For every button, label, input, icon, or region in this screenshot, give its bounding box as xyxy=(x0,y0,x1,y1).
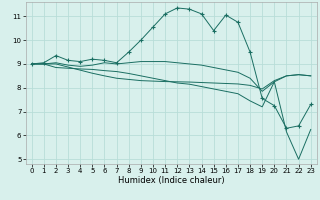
X-axis label: Humidex (Indice chaleur): Humidex (Indice chaleur) xyxy=(118,176,225,185)
